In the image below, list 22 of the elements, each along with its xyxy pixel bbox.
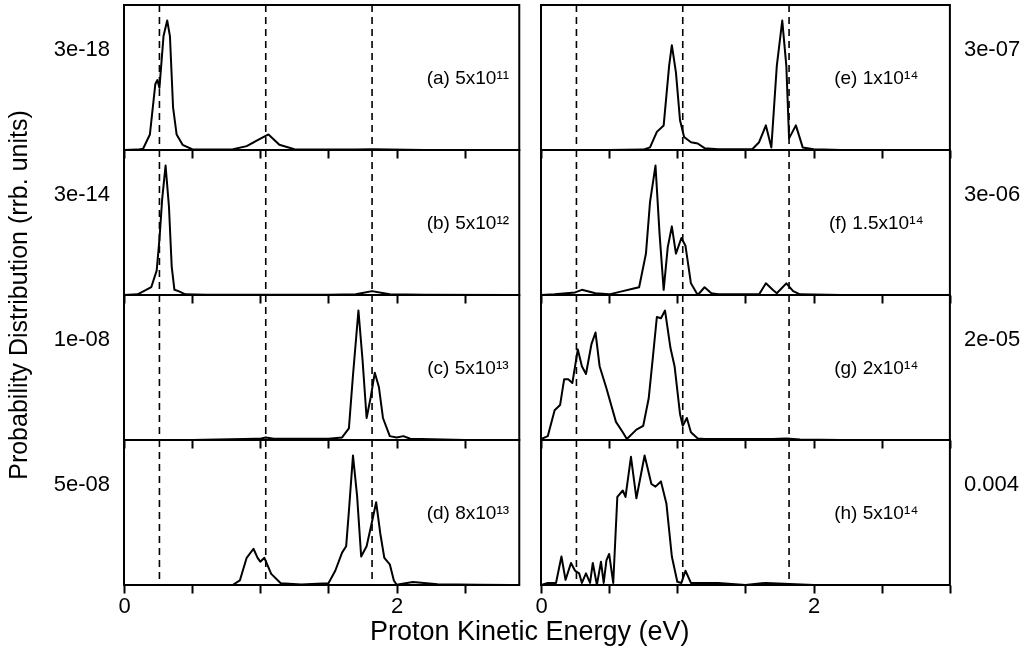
x-tick-label: 0 — [535, 592, 548, 618]
annotation: (f) 1.5x10¹⁴ — [828, 211, 924, 233]
x-tick-label: 0 — [118, 592, 131, 618]
text: 3e-14 — [53, 180, 110, 206]
x-axis-title: Proton Kinetic Energy (eV) — [369, 615, 690, 646]
x-tick-label: 2 — [807, 592, 821, 618]
annotation: (b) 5x10¹² — [426, 211, 510, 233]
text: 3e-07 — [963, 35, 1021, 61]
annotation: (d) 8x10¹³ — [426, 501, 510, 523]
annotation: (h) 5x10¹⁴ — [834, 501, 919, 523]
annotation: (g) 2x10¹⁴ — [834, 356, 919, 378]
annotation: (a) 5x10¹¹ — [426, 66, 510, 88]
text: 5e-08 — [53, 470, 110, 496]
annotation: (c) 5x10¹³ — [427, 356, 509, 378]
text: 2e-05 — [963, 325, 1021, 351]
text: 3e-06 — [963, 180, 1021, 206]
text: 0.004 — [963, 470, 1019, 496]
text: 3e-18 — [53, 35, 110, 61]
y-axis-title: Probability Distribution (rrb. units) — [4, 110, 32, 480]
x-tick-label: 2 — [390, 592, 404, 618]
annotation: (e) 1x10¹⁴ — [834, 66, 919, 88]
text: 1e-08 — [53, 325, 110, 351]
